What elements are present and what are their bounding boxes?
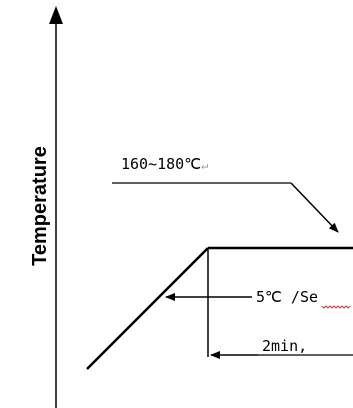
ramp-rate-label: 5℃ /Se: [256, 288, 318, 306]
spellcheck-squiggle: [321, 305, 351, 309]
ramp-line: [86, 247, 209, 370]
y-axis-label: Temperature: [29, 146, 51, 266]
y-axis-arrowhead: [49, 6, 63, 24]
peak-temp-label: 160~180℃↵: [121, 155, 208, 173]
hold-time-label: 2min,: [262, 337, 307, 355]
peak-temp-arrow: [290, 182, 339, 233]
